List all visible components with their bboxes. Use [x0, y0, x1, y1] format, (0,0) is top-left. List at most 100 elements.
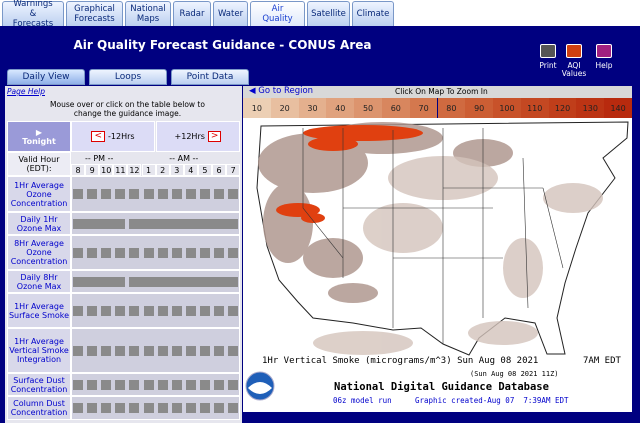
go-to-region[interactable]: ◀ Go to Region	[249, 86, 314, 96]
row-label[interactable]: 1Hr Average Vertical Smoke Integration	[7, 328, 71, 373]
hour-cell[interactable]	[87, 189, 98, 199]
hour-cell[interactable]	[115, 345, 126, 356]
hour-cell[interactable]	[171, 247, 182, 258]
hour-cell[interactable]	[185, 403, 196, 413]
nav-tab[interactable]: Radar	[173, 1, 211, 26]
hour-cell[interactable]	[171, 305, 182, 316]
time-nav-label[interactable]: -12Hrs	[108, 132, 135, 141]
hour-cell[interactable]	[115, 305, 126, 316]
time-nav-label[interactable]: +12Hrs	[174, 132, 205, 141]
nav-tab[interactable]: Climate	[352, 1, 394, 26]
header-icon[interactable]	[596, 44, 612, 58]
hour-cell[interactable]	[87, 345, 98, 356]
hour-cell[interactable]	[73, 403, 84, 413]
hour-cell[interactable]	[171, 189, 182, 199]
hour-cell[interactable]	[101, 345, 112, 356]
tonight-label[interactable]: Tonight	[22, 136, 56, 146]
hour-cell[interactable]	[199, 403, 210, 413]
hour-cell[interactable]	[214, 189, 225, 199]
hour-cell[interactable]	[129, 247, 140, 258]
hour-cell[interactable]	[171, 379, 182, 390]
hour-cell[interactable]	[157, 247, 168, 258]
sub-tab[interactable]: Point Data	[171, 69, 249, 85]
hour-cell[interactable]	[87, 403, 98, 413]
hour-cell[interactable]	[199, 379, 210, 390]
hour-cell[interactable]	[115, 379, 126, 390]
hour-cell[interactable]	[228, 189, 239, 199]
hour-cell[interactable]	[214, 379, 225, 390]
hour-cell[interactable]	[101, 189, 112, 199]
header-icon-label[interactable]: Print	[539, 61, 557, 70]
nav-tab[interactable]: Water	[213, 1, 248, 26]
go-to-region-text[interactable]: Go to Region	[258, 86, 314, 96]
hour-cell[interactable]	[87, 379, 98, 390]
hour-cell[interactable]	[171, 403, 182, 413]
hour-cell[interactable]	[185, 379, 196, 390]
hour-cell[interactable]	[157, 379, 168, 390]
hour-cell[interactable]	[143, 403, 154, 413]
hour-cell[interactable]	[87, 305, 98, 316]
hour-cell[interactable]	[73, 189, 84, 199]
hour-cell[interactable]	[143, 345, 154, 356]
hour-cell[interactable]	[73, 247, 84, 258]
hour-cell[interactable]	[87, 247, 98, 258]
hour-cell[interactable]	[73, 379, 84, 390]
tonight-cell[interactable]: ▶ Tonight	[7, 121, 71, 152]
hour-cell[interactable]	[199, 305, 210, 316]
hour-cell[interactable]	[73, 305, 84, 316]
hour-cell[interactable]	[171, 345, 182, 356]
row-label[interactable]: Column Dust Concentration	[7, 396, 71, 420]
header-icon[interactable]	[566, 44, 582, 58]
hour-cell[interactable]	[228, 247, 239, 258]
hour-cell[interactable]	[228, 403, 239, 413]
hour-cell[interactable]	[185, 189, 196, 199]
hour-cell[interactable]	[199, 345, 210, 356]
hour-cell[interactable]	[101, 305, 112, 316]
hour-cell[interactable]	[129, 305, 140, 316]
hour-cell[interactable]	[129, 189, 140, 199]
hour-cell[interactable]	[115, 403, 126, 413]
time-nav-arrow[interactable]: <	[91, 131, 105, 142]
hour-cell[interactable]	[129, 379, 140, 390]
daily-bar[interactable]	[129, 276, 239, 287]
daily-bar[interactable]	[73, 276, 126, 287]
sub-tab[interactable]: Daily View	[7, 69, 85, 85]
row-label[interactable]: 8Hr Average Ozone Concentration	[7, 235, 71, 270]
daily-bar[interactable]	[73, 218, 126, 229]
time-nav-cell[interactable]: +12Hrs >	[156, 121, 240, 152]
hour-cell[interactable]	[101, 403, 112, 413]
hour-cell[interactable]	[185, 305, 196, 316]
hour-cell[interactable]	[214, 247, 225, 258]
hour-cell[interactable]	[73, 345, 84, 356]
hour-cell[interactable]	[157, 403, 168, 413]
row-label[interactable]: Daily 1Hr Ozone Max	[7, 212, 71, 235]
hour-cell[interactable]	[157, 345, 168, 356]
hour-cell[interactable]	[228, 379, 239, 390]
time-nav-cell[interactable]: < -12Hrs	[71, 121, 155, 152]
nav-tab[interactable]: Satellite	[307, 1, 350, 26]
hour-cell[interactable]	[185, 345, 196, 356]
hour-cell[interactable]	[157, 189, 168, 199]
daily-bar[interactable]	[129, 218, 239, 229]
hour-cell[interactable]	[101, 247, 112, 258]
hour-cell[interactable]	[185, 247, 196, 258]
header-icon-label[interactable]: AQI Values	[561, 61, 587, 78]
nav-tab[interactable]: Air Quality	[250, 1, 305, 26]
hour-cell[interactable]	[129, 345, 140, 356]
hour-cell[interactable]	[143, 189, 154, 199]
hour-cell[interactable]	[101, 379, 112, 390]
hour-cell[interactable]	[115, 247, 126, 258]
nav-tab[interactable]: Warnings & Forecasts	[2, 0, 64, 29]
nav-tab[interactable]: National Maps	[125, 1, 171, 26]
hour-cell[interactable]	[143, 247, 154, 258]
hour-cell[interactable]	[228, 305, 239, 316]
hour-cell[interactable]	[214, 305, 225, 316]
row-label[interactable]: Surface Dust Concentration	[7, 373, 71, 396]
hour-cell[interactable]	[129, 403, 140, 413]
sub-tab[interactable]: Loops	[89, 69, 167, 85]
nav-tab[interactable]: Graphical Forecasts	[66, 1, 123, 26]
hour-cell[interactable]	[199, 247, 210, 258]
hour-cell[interactable]	[157, 305, 168, 316]
header-icon[interactable]	[540, 44, 556, 58]
time-nav-arrow[interactable]: >	[207, 131, 222, 142]
